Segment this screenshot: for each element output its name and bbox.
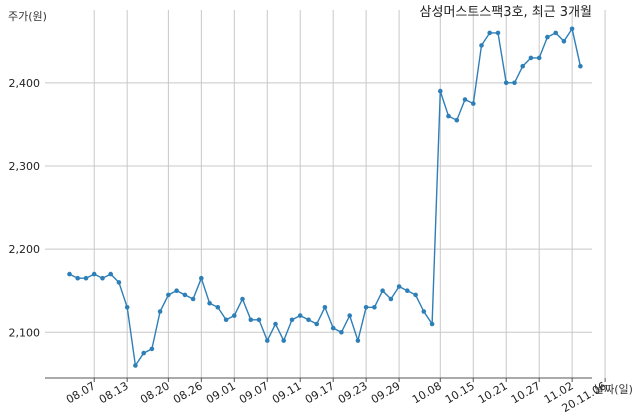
data-point bbox=[561, 39, 567, 44]
data-point bbox=[363, 305, 369, 310]
data-point bbox=[108, 271, 113, 277]
data-point bbox=[289, 317, 295, 323]
data-point bbox=[454, 117, 460, 123]
data-point bbox=[306, 317, 311, 323]
x-axis-ticks: 08.07 08.13 08.20 08.26 09.01 09.07 09.11 09.17… bbox=[64, 378, 609, 415]
data-point bbox=[248, 317, 254, 323]
x-tick-label: 08.13 bbox=[97, 379, 131, 406]
y-tick-label: 2,300 bbox=[9, 160, 41, 173]
x-tick-label: 10.08 bbox=[410, 379, 444, 406]
data-point bbox=[281, 338, 287, 343]
data-point bbox=[256, 317, 262, 323]
data-point bbox=[265, 338, 270, 343]
data-point bbox=[396, 284, 402, 289]
data-point bbox=[446, 113, 451, 119]
data-point bbox=[479, 43, 484, 48]
data-point bbox=[330, 325, 336, 331]
data-point bbox=[569, 26, 575, 32]
data-point bbox=[339, 330, 344, 335]
data-point bbox=[347, 313, 353, 318]
data-point bbox=[240, 296, 245, 302]
x-tick-label: 10.15 bbox=[443, 379, 477, 406]
data-point bbox=[166, 292, 171, 298]
data-point bbox=[322, 305, 328, 310]
data-point bbox=[67, 271, 72, 277]
data-point bbox=[355, 338, 361, 343]
y-axis-title: 주가(원) bbox=[8, 10, 47, 23]
data-point bbox=[75, 275, 80, 281]
data-point bbox=[413, 292, 418, 298]
data-point bbox=[545, 34, 550, 40]
data-point bbox=[215, 305, 221, 310]
data-point bbox=[578, 63, 583, 69]
data-point bbox=[372, 305, 377, 310]
data-point bbox=[503, 80, 509, 86]
data-point bbox=[149, 346, 155, 352]
data-point bbox=[536, 55, 542, 61]
data-point bbox=[297, 313, 303, 318]
y-axis-ticks: 2,100 2,200 2,300 2,400 bbox=[9, 77, 41, 339]
x-tick-label: 10.27 bbox=[509, 379, 543, 406]
data-point bbox=[421, 309, 427, 314]
data-point bbox=[91, 271, 97, 277]
chart-title: 삼성머스트스팩3호, 최근 3개월 bbox=[420, 5, 592, 20]
data-point bbox=[157, 309, 163, 314]
data-point bbox=[462, 97, 468, 102]
data-point bbox=[512, 80, 517, 86]
data-point bbox=[174, 288, 179, 294]
data-point bbox=[83, 275, 89, 281]
x-axis-title: 날짜(일) bbox=[594, 382, 633, 396]
data-point bbox=[232, 313, 237, 318]
price-series-points bbox=[67, 26, 583, 368]
x-tick-label: 08.07 bbox=[64, 379, 98, 406]
y-tick-label: 2,200 bbox=[9, 243, 41, 256]
data-point bbox=[388, 296, 394, 302]
data-point bbox=[380, 288, 385, 294]
data-point bbox=[190, 296, 196, 302]
data-point bbox=[495, 30, 501, 36]
data-point bbox=[182, 292, 188, 298]
data-point bbox=[520, 63, 525, 69]
x-tick-label: 09.07 bbox=[237, 379, 271, 406]
data-point bbox=[553, 30, 558, 36]
horizontal-gridlines bbox=[45, 82, 592, 333]
data-point bbox=[273, 321, 278, 327]
data-point bbox=[438, 88, 443, 94]
data-point bbox=[471, 101, 476, 106]
data-point bbox=[124, 305, 130, 310]
data-point bbox=[429, 321, 435, 327]
data-point bbox=[528, 55, 534, 61]
y-tick-label: 2,100 bbox=[9, 326, 41, 339]
x-tick-label: 08.20 bbox=[138, 379, 172, 406]
data-point bbox=[405, 288, 410, 294]
data-point bbox=[141, 350, 146, 356]
data-point bbox=[100, 275, 105, 281]
x-tick-label: 09.01 bbox=[204, 379, 238, 406]
x-tick-label: 09.29 bbox=[369, 379, 403, 406]
data-point bbox=[314, 321, 320, 327]
x-tick-label: 09.23 bbox=[336, 379, 370, 406]
x-tick-label: 10.21 bbox=[476, 379, 510, 406]
x-tick-label: 09.11 bbox=[270, 379, 304, 406]
data-point bbox=[116, 280, 122, 285]
vertical-gridlines bbox=[93, 10, 606, 378]
y-tick-label: 2,400 bbox=[9, 77, 41, 90]
data-point bbox=[207, 300, 212, 306]
x-tick-label: 08.26 bbox=[171, 379, 205, 406]
x-tick-label: 09.17 bbox=[303, 379, 337, 406]
price-series-line bbox=[69, 27, 582, 368]
data-point bbox=[223, 317, 229, 323]
data-point bbox=[487, 30, 493, 36]
data-point bbox=[133, 363, 138, 368]
data-point bbox=[199, 275, 204, 281]
